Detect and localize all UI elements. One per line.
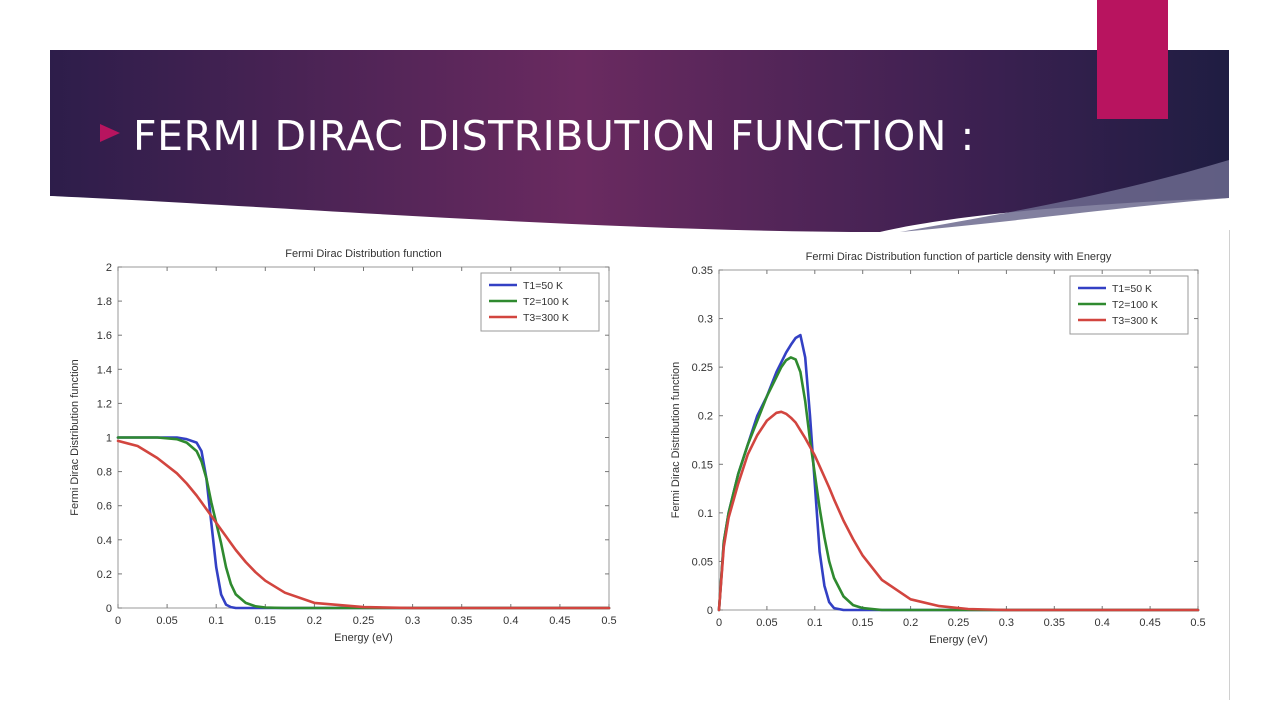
y-tick-label: 0.4 (97, 535, 112, 547)
y-tick-label: 0.05 (692, 556, 713, 568)
x-tick-label: 0.35 (451, 615, 472, 627)
y-axis-label: Fermi Dirac Distribution function (670, 362, 682, 519)
x-tick-label: 0.3 (405, 615, 420, 627)
banner-bottom-curve (50, 196, 1229, 232)
y-tick-label: 0.8 (97, 467, 112, 479)
x-tick-label: 0 (716, 617, 722, 629)
x-tick-label: 0.4 (1095, 617, 1110, 629)
x-tick-label: 0 (115, 615, 121, 627)
y-axis-label: Fermi Dirac Distribution function (69, 359, 81, 516)
y-tick-label: 0 (106, 603, 112, 615)
x-tick-label: 0.3 (999, 617, 1014, 629)
accent-tab (1097, 0, 1168, 119)
x-tick-label: 0.15 (255, 615, 276, 627)
legend-label: T3=300 K (523, 312, 569, 324)
chart-title: Fermi Dirac Distribution function of par… (806, 251, 1112, 263)
x-tick-label: 0.1 (209, 615, 224, 627)
banner-swoosh (900, 160, 1229, 232)
x-tick-label: 0.2 (307, 615, 322, 627)
x-tick-label: 0.45 (549, 615, 570, 627)
y-tick-label: 1.8 (97, 296, 112, 308)
x-tick-label: 0.15 (852, 617, 873, 629)
x-tick-label: 0.5 (601, 615, 616, 627)
x-axis-label: Energy (eV) (334, 632, 393, 644)
y-tick-label: 0.2 (698, 411, 713, 423)
legend-label: T3=300 K (1112, 315, 1158, 327)
legend-label: T1=50 K (523, 280, 563, 292)
series-line-3 (717, 410, 1200, 612)
y-tick-label: 0.15 (692, 459, 713, 471)
y-tick-label: 0.3 (698, 314, 713, 326)
x-axis-label: Energy (eV) (929, 634, 988, 646)
y-tick-label: 0.25 (692, 362, 713, 374)
x-tick-label: 0.45 (1139, 617, 1160, 629)
x-tick-label: 0.25 (353, 615, 374, 627)
slide-title: FERMI DIRAC DISTRIBUTION FUNCTION : (133, 112, 975, 160)
x-tick-label: 0.25 (948, 617, 969, 629)
x-tick-label: 0.05 (756, 617, 777, 629)
y-tick-label: 1.4 (97, 364, 112, 376)
y-tick-label: 0 (707, 605, 713, 617)
legend-label: T2=100 K (1112, 299, 1158, 311)
y-tick-label: 0.1 (698, 508, 713, 520)
banner-background (50, 50, 1229, 232)
series-line-2 (717, 356, 1200, 612)
chart-title: Fermi Dirac Distribution function (285, 248, 442, 260)
slide-edge-rule (1229, 230, 1230, 700)
x-tick-label: 0.05 (156, 615, 177, 627)
series-line-3 (116, 439, 611, 610)
y-tick-label: 0.2 (97, 569, 112, 581)
y-tick-label: 1.6 (97, 330, 112, 342)
y-tick-label: 1.2 (97, 398, 112, 410)
y-tick-label: 2 (106, 262, 112, 274)
x-tick-label: 0.5 (1190, 617, 1205, 629)
x-tick-label: 0.2 (903, 617, 918, 629)
legend-label: T1=50 K (1112, 283, 1152, 295)
x-tick-label: 0.1 (807, 617, 822, 629)
x-tick-label: 0.35 (1044, 617, 1065, 629)
legend-label: T2=100 K (523, 296, 569, 308)
title-arrow-icon (100, 124, 120, 142)
y-tick-label: 1 (106, 433, 112, 445)
x-tick-label: 0.4 (503, 615, 518, 627)
y-tick-label: 0.6 (97, 501, 112, 513)
series-line-2 (116, 436, 611, 610)
y-tick-label: 0.35 (692, 265, 713, 277)
